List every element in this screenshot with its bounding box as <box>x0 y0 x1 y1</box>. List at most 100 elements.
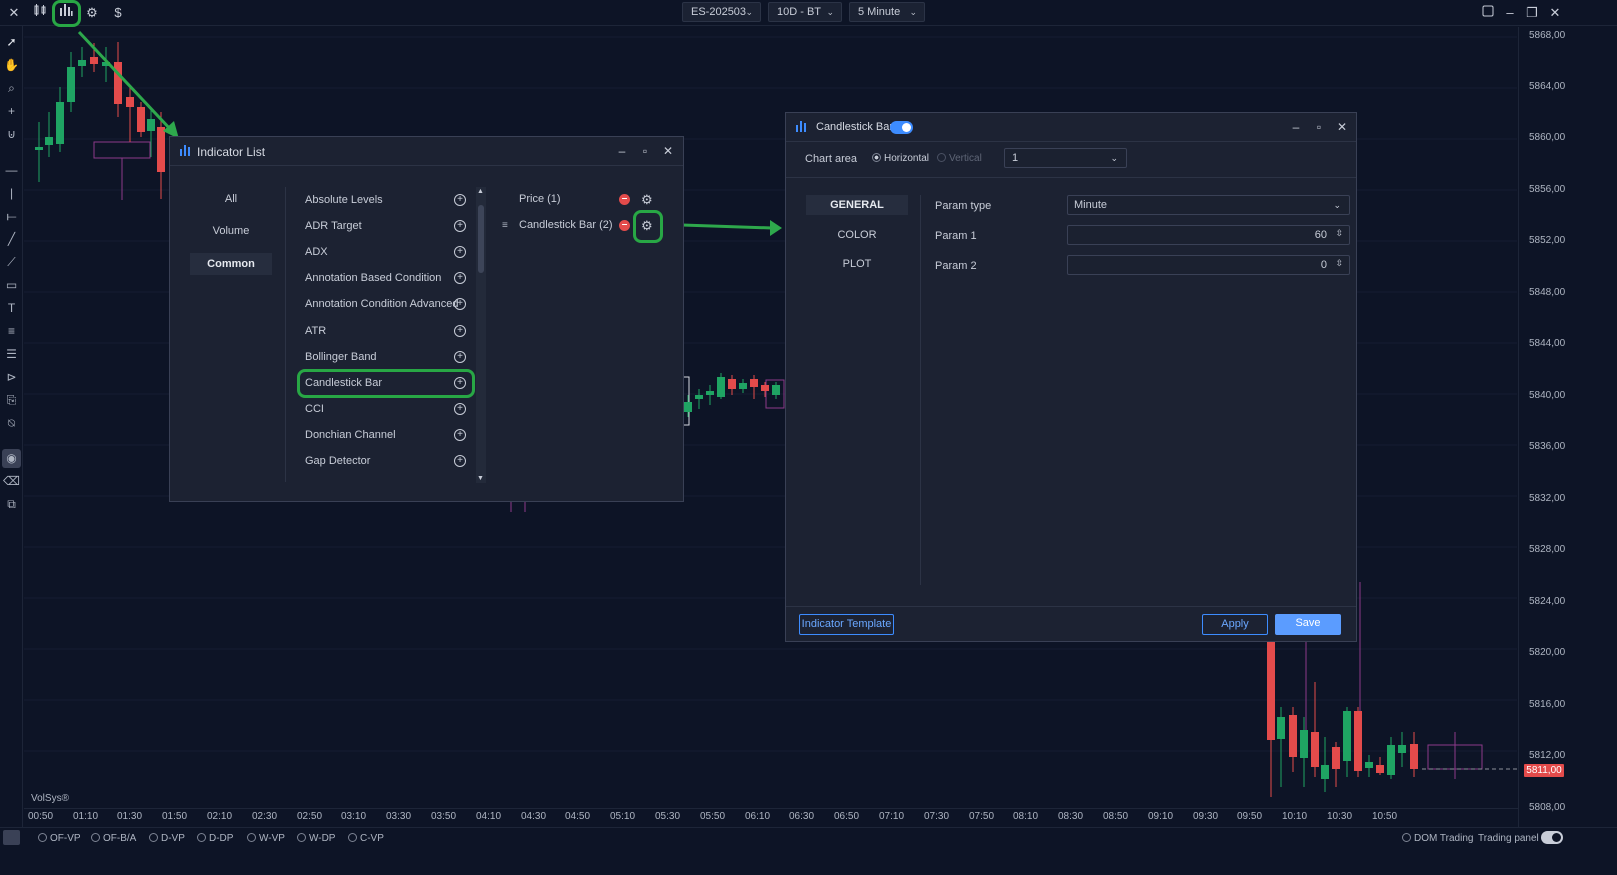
hand-icon[interactable]: ✋ <box>4 58 19 72</box>
save-button[interactable]: Save <box>1275 614 1341 635</box>
indicator-template-button[interactable]: Indicator Template <box>799 614 894 635</box>
rectangle-icon[interactable]: ▭ <box>5 278 18 292</box>
symbol-select[interactable]: ES-202503 ⌄ <box>682 2 761 22</box>
param-type-select[interactable]: Minute ⌄ <box>1067 195 1350 215</box>
panel-toggle-icon[interactable] <box>3 830 20 845</box>
indicator-scrollbar[interactable]: ▲ ▼ <box>476 187 486 483</box>
add-icon[interactable]: + <box>454 194 466 206</box>
alert-icon[interactable]: ⍉ <box>7 416 16 430</box>
close-window-icon[interactable]: ✕ <box>1549 5 1561 20</box>
maximize-icon[interactable]: ▫ <box>642 144 648 158</box>
tab-plot[interactable]: PLOT <box>842 258 872 270</box>
indicator-item[interactable]: Absolute Levels <box>305 194 383 206</box>
horizontal-radio[interactable]: Horizontal <box>872 153 929 164</box>
restore-window-icon[interactable]: ❐ <box>1526 5 1538 20</box>
d-dp-toggle[interactable]: D-DP <box>197 833 233 844</box>
of-ba-toggle[interactable]: OF-B/A <box>91 833 136 844</box>
settings-gear-icon[interactable]: ⚙ <box>86 5 98 20</box>
dollar-icon[interactable]: $ <box>114 5 122 20</box>
scroll-down-icon[interactable]: ▼ <box>477 475 484 482</box>
dom-trading-toggle[interactable]: DOM Trading <box>1402 833 1473 844</box>
horizontal-line-icon[interactable]: — <box>5 163 18 177</box>
indicator-item[interactable]: ADR Target <box>305 220 362 232</box>
minimize-icon[interactable]: – <box>1292 120 1300 134</box>
ruler-icon[interactable]: ⟋ <box>7 255 16 269</box>
objects-icon[interactable]: ⧉ <box>7 497 16 511</box>
eraser-icon[interactable]: ⌫ <box>3 474 20 488</box>
indicator-enabled-toggle[interactable] <box>890 121 913 134</box>
maximize-icon[interactable]: ▫ <box>1316 120 1322 134</box>
apply-button[interactable]: Apply <box>1202 614 1268 635</box>
close-icon[interactable]: ✕ <box>1336 120 1348 134</box>
chart-area-select[interactable]: 1 ⌄ <box>1004 148 1127 168</box>
arrow-tool-icon[interactable]: ⊳ <box>6 370 17 384</box>
fib-icon[interactable]: ☰ <box>6 347 17 361</box>
w-vp-toggle[interactable]: W-VP <box>247 833 285 844</box>
indicator-item[interactable]: Donchian Channel <box>305 429 396 441</box>
time-label: 06:10 <box>745 811 771 822</box>
vertical-radio[interactable]: Vertical <box>937 153 982 164</box>
add-icon[interactable]: + <box>454 351 466 363</box>
text-icon[interactable]: T <box>7 301 16 315</box>
indicator-item[interactable]: CCI <box>305 403 324 415</box>
indicator-item[interactable]: Gap Detector <box>305 455 371 467</box>
applied-indicator-candlestick-bar[interactable]: Candlestick Bar (2) <box>519 219 613 231</box>
indicators-icon[interactable] <box>56 3 76 23</box>
indicator-item[interactable]: Annotation Based Condition <box>305 272 442 284</box>
indicator-item[interactable]: ADX <box>305 246 328 258</box>
indicator-item[interactable]: ATR <box>305 325 327 337</box>
close-icon[interactable]: ✕ <box>8 5 20 20</box>
category-common[interactable]: Common <box>190 253 272 275</box>
candlestick-settings-gear-icon[interactable]: ⚙ <box>641 218 653 233</box>
tab-color[interactable]: COLOR <box>837 229 877 241</box>
remove-icon[interactable]: – <box>619 220 630 231</box>
zoom-icon[interactable]: ⌕ <box>8 81 15 95</box>
of-vp-toggle[interactable]: OF-VP <box>38 833 81 844</box>
close-icon[interactable]: ✕ <box>662 144 674 158</box>
eye-icon[interactable]: ◉ <box>2 449 21 468</box>
interval-select[interactable]: 5 Minute ⌄ <box>849 2 925 22</box>
category-all[interactable]: All <box>224 193 238 205</box>
trend-line-icon[interactable]: ╱ <box>7 232 16 246</box>
scroll-up-icon[interactable]: ▲ <box>477 188 484 195</box>
d-vp-toggle[interactable]: D-VP <box>149 833 185 844</box>
add-icon[interactable]: + <box>454 403 466 415</box>
indicator-item[interactable]: Annotation Condition Advanced <box>305 298 459 310</box>
scrollbar-thumb[interactable] <box>478 205 484 273</box>
add-icon[interactable]: + <box>454 298 466 310</box>
add-icon[interactable]: + <box>454 325 466 337</box>
magnet-icon[interactable]: ⊍ <box>7 127 16 141</box>
layout-icon[interactable] <box>1478 3 1498 23</box>
add-icon[interactable]: + <box>454 377 466 389</box>
tab-general[interactable]: GENERAL <box>806 195 908 215</box>
add-icon[interactable]: + <box>454 246 466 258</box>
ray-icon[interactable]: ⟝ <box>6 209 17 223</box>
remove-icon[interactable]: – <box>619 194 630 205</box>
note-icon[interactable]: ⎘ <box>6 393 17 407</box>
c-vp-toggle[interactable]: C-VP <box>348 833 384 844</box>
category-volume[interactable]: Volume <box>212 225 250 237</box>
cursor-icon[interactable]: ➚ <box>6 35 17 49</box>
w-dp-toggle[interactable]: W-DP <box>297 833 335 844</box>
indicator-item[interactable]: Bollinger Band <box>305 351 377 363</box>
minimize-icon[interactable]: – <box>618 144 626 158</box>
param2-stepper[interactable]: 0 ⇳ <box>1067 255 1350 275</box>
add-icon[interactable]: + <box>454 220 466 232</box>
stepper-arrows-icon[interactable]: ⇳ <box>1335 258 1343 268</box>
range-select[interactable]: 10D - BT ⌄ <box>768 2 842 22</box>
trading-panel-switch[interactable] <box>1541 831 1563 844</box>
minimize-window-icon[interactable]: – <box>1506 5 1514 20</box>
vertical-line-icon[interactable]: | <box>9 186 14 200</box>
add-icon[interactable]: + <box>454 455 466 467</box>
lines-icon[interactable]: ≡ <box>7 324 15 338</box>
crosshair-icon[interactable]: + <box>7 104 15 118</box>
add-icon[interactable]: + <box>454 429 466 441</box>
indicator-item-candlestick-bar[interactable]: Candlestick Bar <box>305 377 383 389</box>
param1-stepper[interactable]: 60 ⇳ <box>1067 225 1350 245</box>
applied-indicator-price[interactable]: Price (1) <box>519 193 561 205</box>
candlestick-type-icon[interactable] <box>30 3 50 23</box>
stepper-arrows-icon[interactable]: ⇳ <box>1335 228 1343 238</box>
drag-handle-icon[interactable]: ≡ <box>502 220 508 231</box>
gear-icon[interactable]: ⚙ <box>641 192 653 207</box>
add-icon[interactable]: + <box>454 272 466 284</box>
